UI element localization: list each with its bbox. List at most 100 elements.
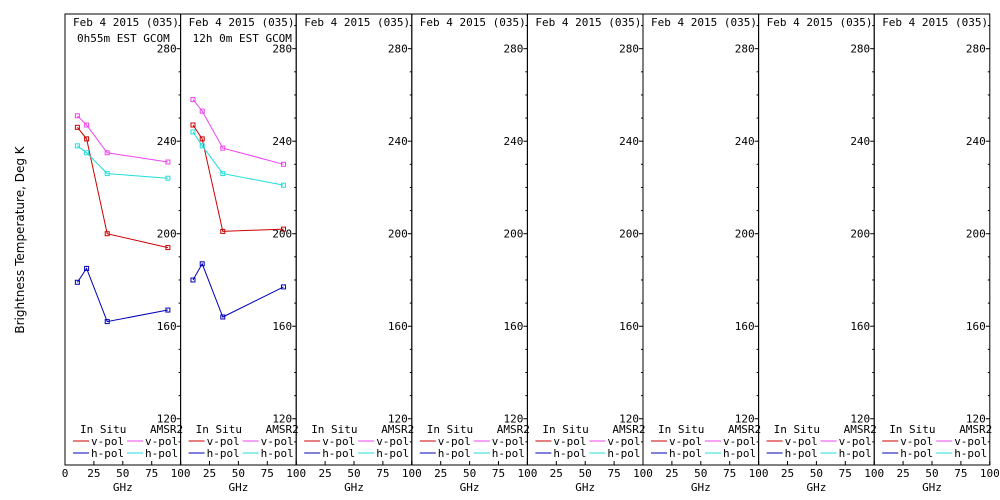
legend-amsr2-h-pol-label: h-pol	[723, 447, 756, 460]
panel-title: Feb 4 2015 (035)	[189, 16, 295, 29]
y-tick-label: 200	[272, 228, 292, 241]
legend-insitu-header: In Situ	[658, 423, 704, 436]
legend-amsr2-v-pol-label: v-pol	[261, 435, 294, 448]
series-amsr2-v-pol-point	[104, 150, 110, 156]
series-amsr2-h-pol-point	[104, 171, 110, 177]
y-tick-label: 280	[157, 43, 177, 56]
legend-amsr2-header: AMSR2	[959, 423, 992, 436]
panel-title: Feb 4 2015 (035)	[304, 16, 410, 29]
y-tick-label: 120	[157, 413, 177, 426]
legend-amsr2-h-pol-label: h-pol	[261, 447, 294, 460]
y-tick-label: 200	[966, 228, 986, 241]
series-amsr2-v-pol-line	[192, 99, 284, 165]
y-tick-label: 160	[272, 320, 292, 333]
x-tick-label: 50	[463, 467, 476, 480]
legend-amsr2-v-pol-label: v-pol	[954, 435, 987, 448]
x-tick-label: 100	[517, 467, 537, 480]
legend-amsr2-header: AMSR2	[844, 423, 877, 436]
panel-subtitle: 12h 0m EST GCOM	[193, 32, 293, 45]
series-insitu-v-pol-point	[74, 124, 80, 130]
series-insitu-v-pol-point	[190, 122, 196, 128]
x-tick-label: 25	[665, 467, 678, 480]
panel-title: Feb 4 2015 (035)	[73, 16, 179, 29]
series-insitu-h-pol-point	[104, 319, 110, 325]
y-tick-label: 160	[504, 320, 524, 333]
legend-amsr2-header: AMSR2	[497, 423, 530, 436]
x-tick-label: 75	[376, 467, 389, 480]
y-tick-label: 160	[619, 320, 639, 333]
y-tick-label: 200	[850, 228, 870, 241]
legend-amsr2-header: AMSR2	[381, 423, 414, 436]
panel-title: Feb 4 2015 (035)	[535, 16, 641, 29]
x-tick-label: 25	[896, 467, 909, 480]
series-amsr2-h-pol-point	[280, 182, 286, 188]
legend-amsr2-header: AMSR2	[612, 423, 645, 436]
series-amsr2-v-pol-point	[199, 108, 205, 114]
legend-amsr2-h-pol-label: h-pol	[492, 447, 525, 460]
x-tick-label: 75	[839, 467, 852, 480]
y-tick-label: 240	[157, 135, 177, 148]
legend-insitu-header: In Situ	[542, 423, 588, 436]
series-amsr2-h-pol-line	[192, 131, 284, 186]
x-tick-label: 25	[318, 467, 331, 480]
legend-amsr2-v-pol-label: v-pol	[839, 435, 872, 448]
panel-title: Feb 4 2015 (035)	[420, 16, 526, 29]
legend-insitu-v-pol-label: v-pol	[438, 435, 471, 448]
y-tick-label: 200	[504, 228, 524, 241]
y-tick-label: 240	[619, 135, 639, 148]
x-tick-label: 25	[550, 467, 563, 480]
x-axis-label: GHz	[113, 481, 133, 494]
series-insitu-v-pol-point	[165, 245, 171, 251]
x-tick-label: 50	[116, 467, 129, 480]
x-tick-label: 25	[434, 467, 447, 480]
x-tick-label: 100	[980, 467, 1000, 480]
legend-amsr2-header: AMSR2	[728, 423, 761, 436]
y-tick-label: 240	[388, 135, 408, 148]
y-tick-label: 120	[850, 413, 870, 426]
x-tick-label: 50	[579, 467, 592, 480]
x-tick-label: 75	[954, 467, 967, 480]
x-tick-label: 75	[492, 467, 505, 480]
series-insitu-h-pol-point	[199, 261, 205, 267]
x-tick-label: 100	[402, 467, 422, 480]
y-tick-label: 120	[966, 413, 986, 426]
y-tick-label: 120	[272, 413, 292, 426]
y-tick-label: 200	[157, 228, 177, 241]
x-axis-label: GHz	[922, 481, 942, 494]
x-tick-label: 25	[781, 467, 794, 480]
series-insitu-h-pol-point	[165, 307, 171, 313]
panel-title: Feb 4 2015 (035)	[882, 16, 988, 29]
legend-insitu-v-pol-label: v-pol	[669, 435, 702, 448]
x-tick-label: 50	[232, 467, 245, 480]
series-insitu-h-pol-line	[192, 262, 284, 318]
x-tick-label: 100	[286, 467, 306, 480]
y-tick-label: 120	[619, 413, 639, 426]
y-tick-label: 280	[850, 43, 870, 56]
legend-insitu-header: In Situ	[774, 423, 820, 436]
legend-amsr2-h-pol-label: h-pol	[376, 447, 409, 460]
panel-subtitle: 0h55m EST GCOM	[77, 32, 170, 45]
x-tick-label: 100	[633, 467, 653, 480]
series-amsr2-v-pol-point	[280, 161, 286, 167]
series-insitu-h-pol-point	[84, 265, 90, 271]
y-tick-label: 280	[272, 43, 292, 56]
legend-amsr2-v-pol-label: v-pol	[607, 435, 640, 448]
panel-title: Feb 4 2015 (035)	[767, 16, 873, 29]
x-axis-label: GHz	[575, 481, 595, 494]
series-amsr2-v-pol-point	[220, 145, 226, 151]
y-tick-label: 160	[388, 320, 408, 333]
y-tick-label: 120	[735, 413, 755, 426]
x-axis-label: GHz	[460, 481, 480, 494]
y-tick-label: 160	[157, 320, 177, 333]
y-tick-label: 160	[966, 320, 986, 333]
x-axis-label: GHz	[228, 481, 248, 494]
legend-insitu-v-pol-label: v-pol	[207, 435, 240, 448]
series-insitu-v-pol-point	[84, 136, 90, 142]
legend-insitu-header: In Situ	[889, 423, 935, 436]
y-tick-label: 280	[388, 43, 408, 56]
y-tick-label: 280	[966, 43, 986, 56]
x-axis-label: GHz	[806, 481, 826, 494]
y-axis-label: Brightness Temperature, Deg K	[13, 145, 27, 333]
series-insitu-h-pol-point	[220, 314, 226, 320]
series-insitu-v-pol-line	[77, 126, 169, 249]
